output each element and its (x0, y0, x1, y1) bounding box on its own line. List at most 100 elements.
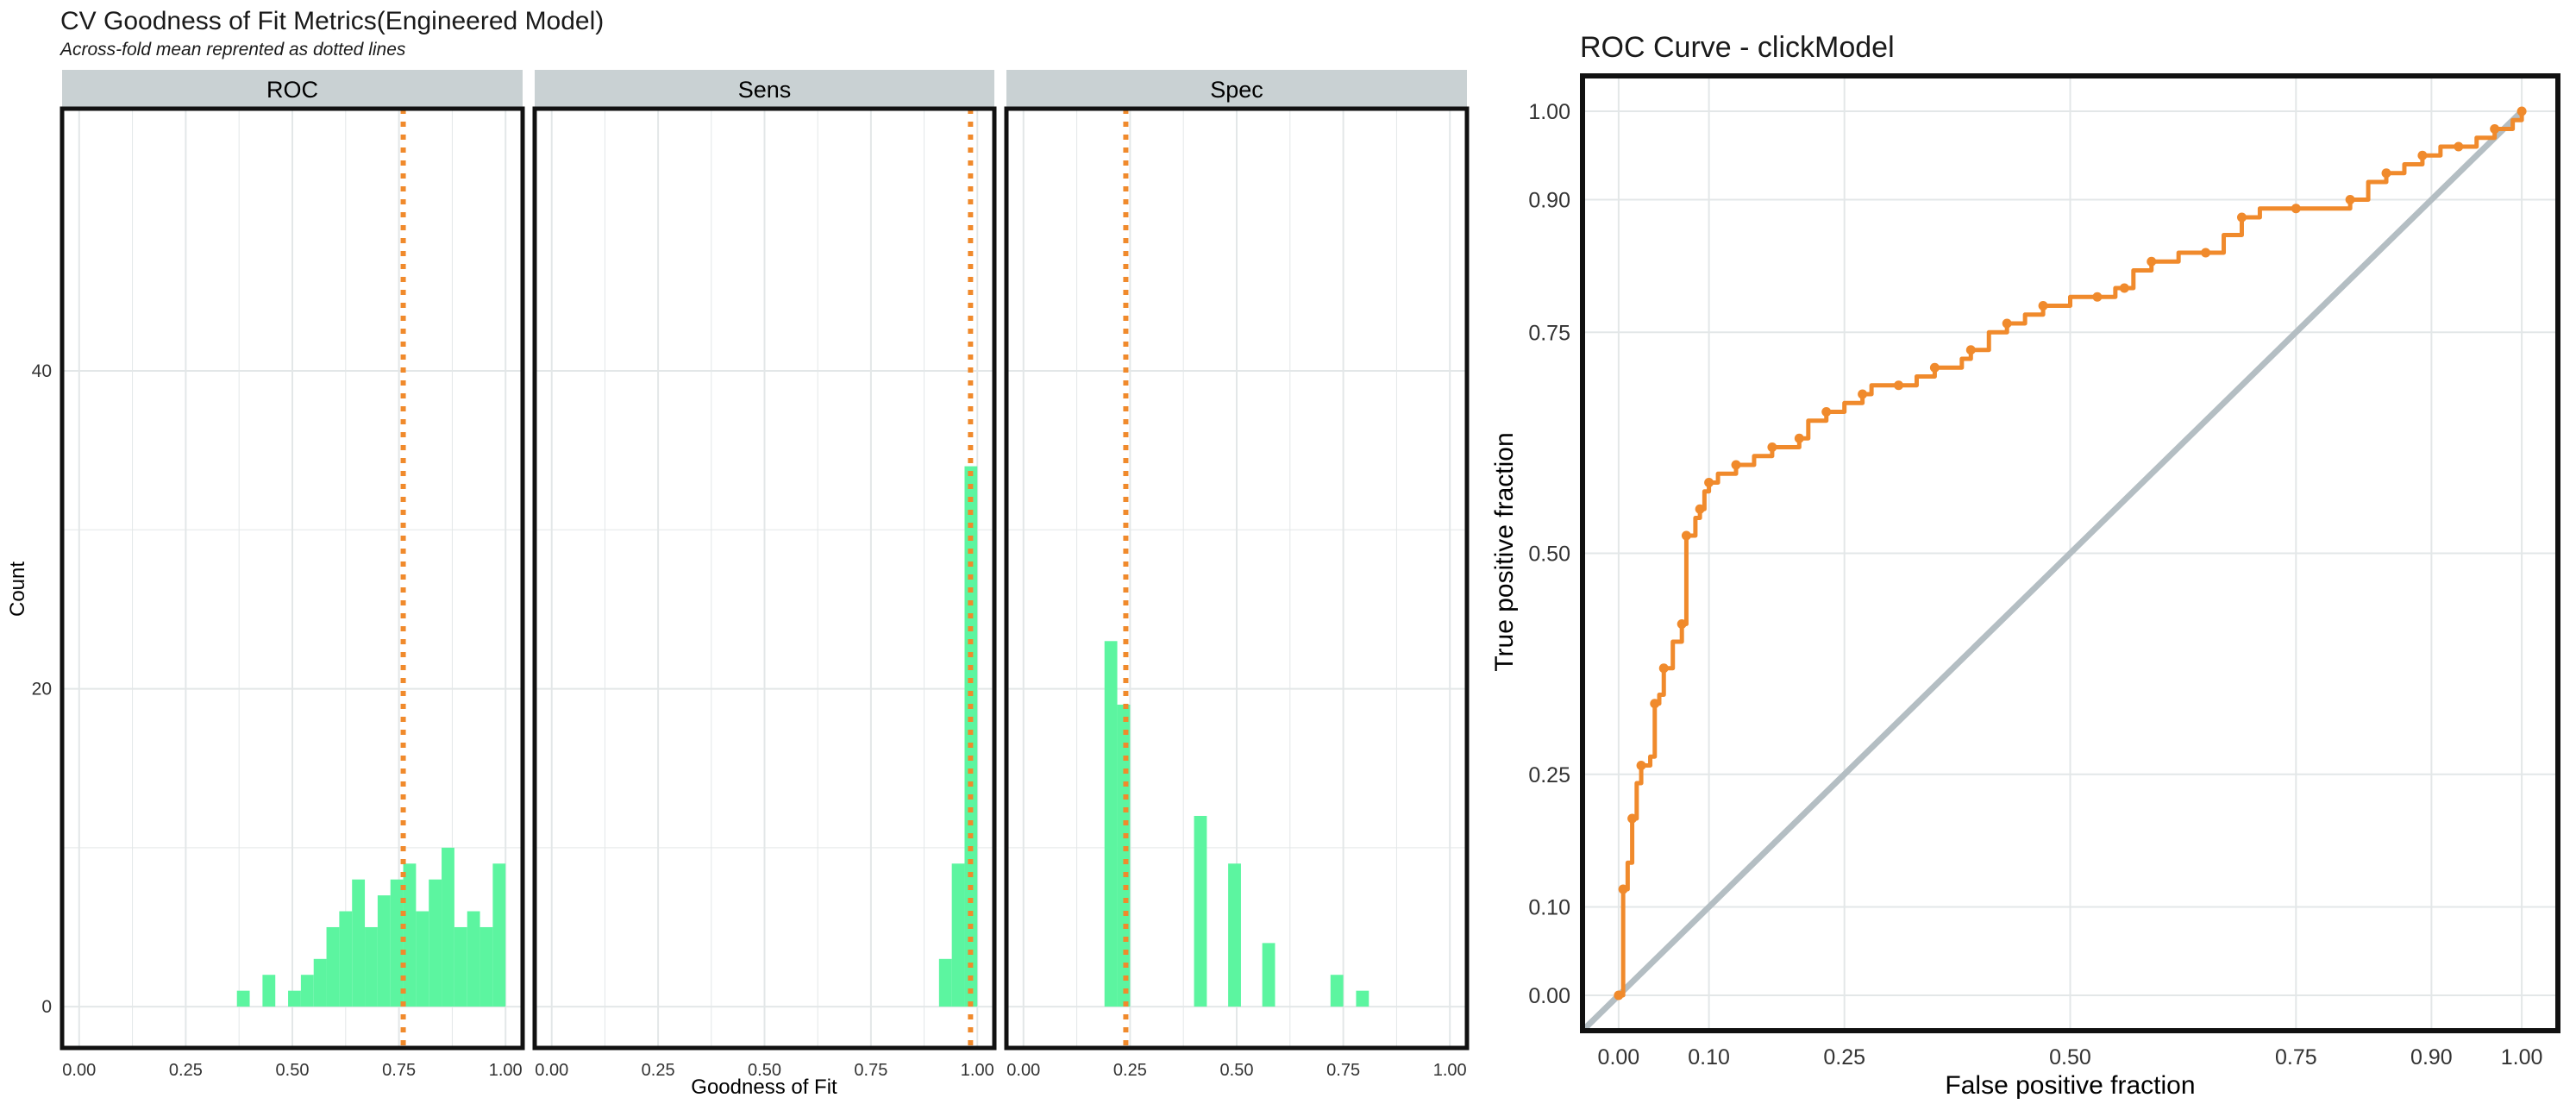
roc-point (2236, 212, 2247, 223)
x-tick-label: 0.10 (1688, 1045, 1730, 1070)
y-tick-label: 0 (41, 997, 52, 1017)
panel-frame (60, 106, 525, 1051)
roc-point (2490, 124, 2500, 134)
roc-point (1894, 380, 1904, 391)
roc-point (1731, 460, 1741, 470)
histogram-subtitle: Across-fold mean reprented as dotted lin… (60, 40, 406, 60)
x-tick-label: 0.25 (169, 1061, 203, 1080)
roc-point (2345, 195, 2355, 204)
roc-point (2119, 283, 2129, 293)
x-axis-title: Goodness of Fit (691, 1076, 837, 1099)
cv-goodness-of-fit-panel: CV Goodness of Fit Metrics(Engineered Mo… (6, 7, 1470, 1099)
x-tick-label: 0.75 (382, 1061, 416, 1080)
histogram-bar (300, 975, 314, 1007)
roc-point (1821, 407, 1832, 417)
histogram-bar (403, 863, 417, 1007)
x-tick-label: 0.50 (276, 1061, 310, 1080)
histogram-bar (938, 958, 952, 1007)
histogram-bar (442, 847, 454, 1007)
roc-point (1929, 362, 1940, 373)
roc-point (1767, 442, 1777, 452)
roc-point (1618, 884, 1628, 894)
histogram-bar (365, 926, 378, 1007)
x-tick-label: 0.50 (2049, 1045, 2091, 1070)
x-tick-label: 0.00 (1598, 1045, 1640, 1070)
y-tick-label: 0.90 (1528, 189, 1570, 213)
histogram-bar (352, 879, 366, 1007)
facet-strip-label: ROC (266, 77, 318, 103)
histogram-bar (429, 879, 442, 1007)
y-tick-label: 0.10 (1528, 896, 1570, 920)
roc-point (2381, 168, 2391, 179)
histogram-bar (1228, 863, 1241, 1007)
histogram-bar (377, 895, 391, 1007)
facet-spec: Spec 0.00 0.25 0.50 0.75 1.00 (1004, 70, 1470, 1080)
facet-strip (535, 70, 994, 109)
roc-point (2038, 301, 2048, 310)
y-tick-label: 0.50 (1528, 543, 1570, 567)
histogram-bar (454, 926, 467, 1007)
y-tick-label: 0.00 (1528, 984, 1570, 1008)
x-tick-label: 0.75 (854, 1061, 887, 1080)
panel-frame (1004, 106, 1470, 1051)
histogram-bar (1117, 704, 1131, 1007)
histogram-bar (236, 990, 250, 1007)
roc-point (1636, 761, 1646, 770)
roc-title: ROC Curve - clickModel (1580, 31, 1895, 64)
diagonal-reference-line (1580, 109, 2524, 1033)
roc-point (1677, 619, 1687, 629)
histogram-bar (1356, 990, 1369, 1007)
roc-point (1681, 530, 1691, 541)
roc-point (2201, 248, 2211, 258)
y-tick-label: 1.00 (1528, 100, 1570, 124)
y-axis-title: Count (6, 561, 29, 617)
facet-sens: Sens 0.00 0.25 0.50 0.75 1.00 (532, 70, 997, 1080)
roc-point (1965, 345, 1976, 355)
y-axis-title: True positive fraction (1490, 432, 1519, 671)
facet-roc: ROC 0.00 0.25 0.50 0.75 1.00 (60, 70, 525, 1080)
histogram-bar (1104, 641, 1118, 1007)
facet-strip (62, 70, 523, 109)
histogram-bar (492, 863, 506, 1007)
roc-point (2002, 318, 2012, 329)
histogram-bar (1262, 943, 1275, 1007)
roc-point (2516, 106, 2527, 116)
x-axis-title: False positive fraction (1945, 1071, 2195, 1100)
roc-point (1794, 433, 1804, 443)
roc-curve-panel: ROC Curve - clickModel 0.00 0.00 0.10 0.10 0… (1483, 0, 2576, 1104)
x-tick-label: 0.90 (2410, 1045, 2453, 1070)
histogram-bar (1194, 815, 1207, 1007)
histogram-bar (339, 911, 353, 1007)
x-tick-label: 0.25 (642, 1061, 675, 1080)
x-tick-label: 1.00 (1433, 1061, 1467, 1080)
plot-frame (1580, 73, 2560, 1033)
x-tick-label: 1.00 (961, 1061, 994, 1080)
facet-strip (1006, 70, 1467, 109)
x-tick-label: 0.00 (535, 1061, 568, 1080)
histogram-bar (951, 863, 965, 1007)
x-tick-label: 0.00 (1006, 1061, 1040, 1080)
histogram-bar (313, 958, 327, 1007)
histogram-bar (479, 926, 493, 1007)
x-tick-label: 0.75 (2275, 1045, 2317, 1070)
histogram-bar (467, 911, 480, 1007)
x-tick-label: 0.00 (62, 1061, 96, 1080)
histogram-bar (964, 466, 978, 1007)
histogram-bar (1330, 975, 1344, 1007)
roc-point (1704, 478, 1714, 487)
histogram-bar (416, 911, 429, 1007)
y-tick-label: 20 (32, 680, 52, 699)
roc-point (2291, 204, 2301, 214)
roc-point (2147, 256, 2157, 267)
roc-curve-chart: 0.00 0.00 0.10 0.10 0.25 0.25 0.50 0.50 0.75 0.75… (1490, 73, 2560, 1100)
x-tick-label: 1.00 (489, 1061, 523, 1080)
histogram-bar (288, 990, 301, 1007)
roc-point (1614, 990, 1624, 1000)
y-tick-label: 0.75 (1528, 321, 1570, 345)
roc-point (1858, 389, 1868, 399)
y-tick-label: 40 (32, 361, 52, 381)
roc-point (1650, 699, 1660, 709)
histogram-bar (262, 975, 276, 1007)
histogram-bar (390, 879, 404, 1007)
x-tick-label: 0.25 (1113, 1061, 1147, 1080)
